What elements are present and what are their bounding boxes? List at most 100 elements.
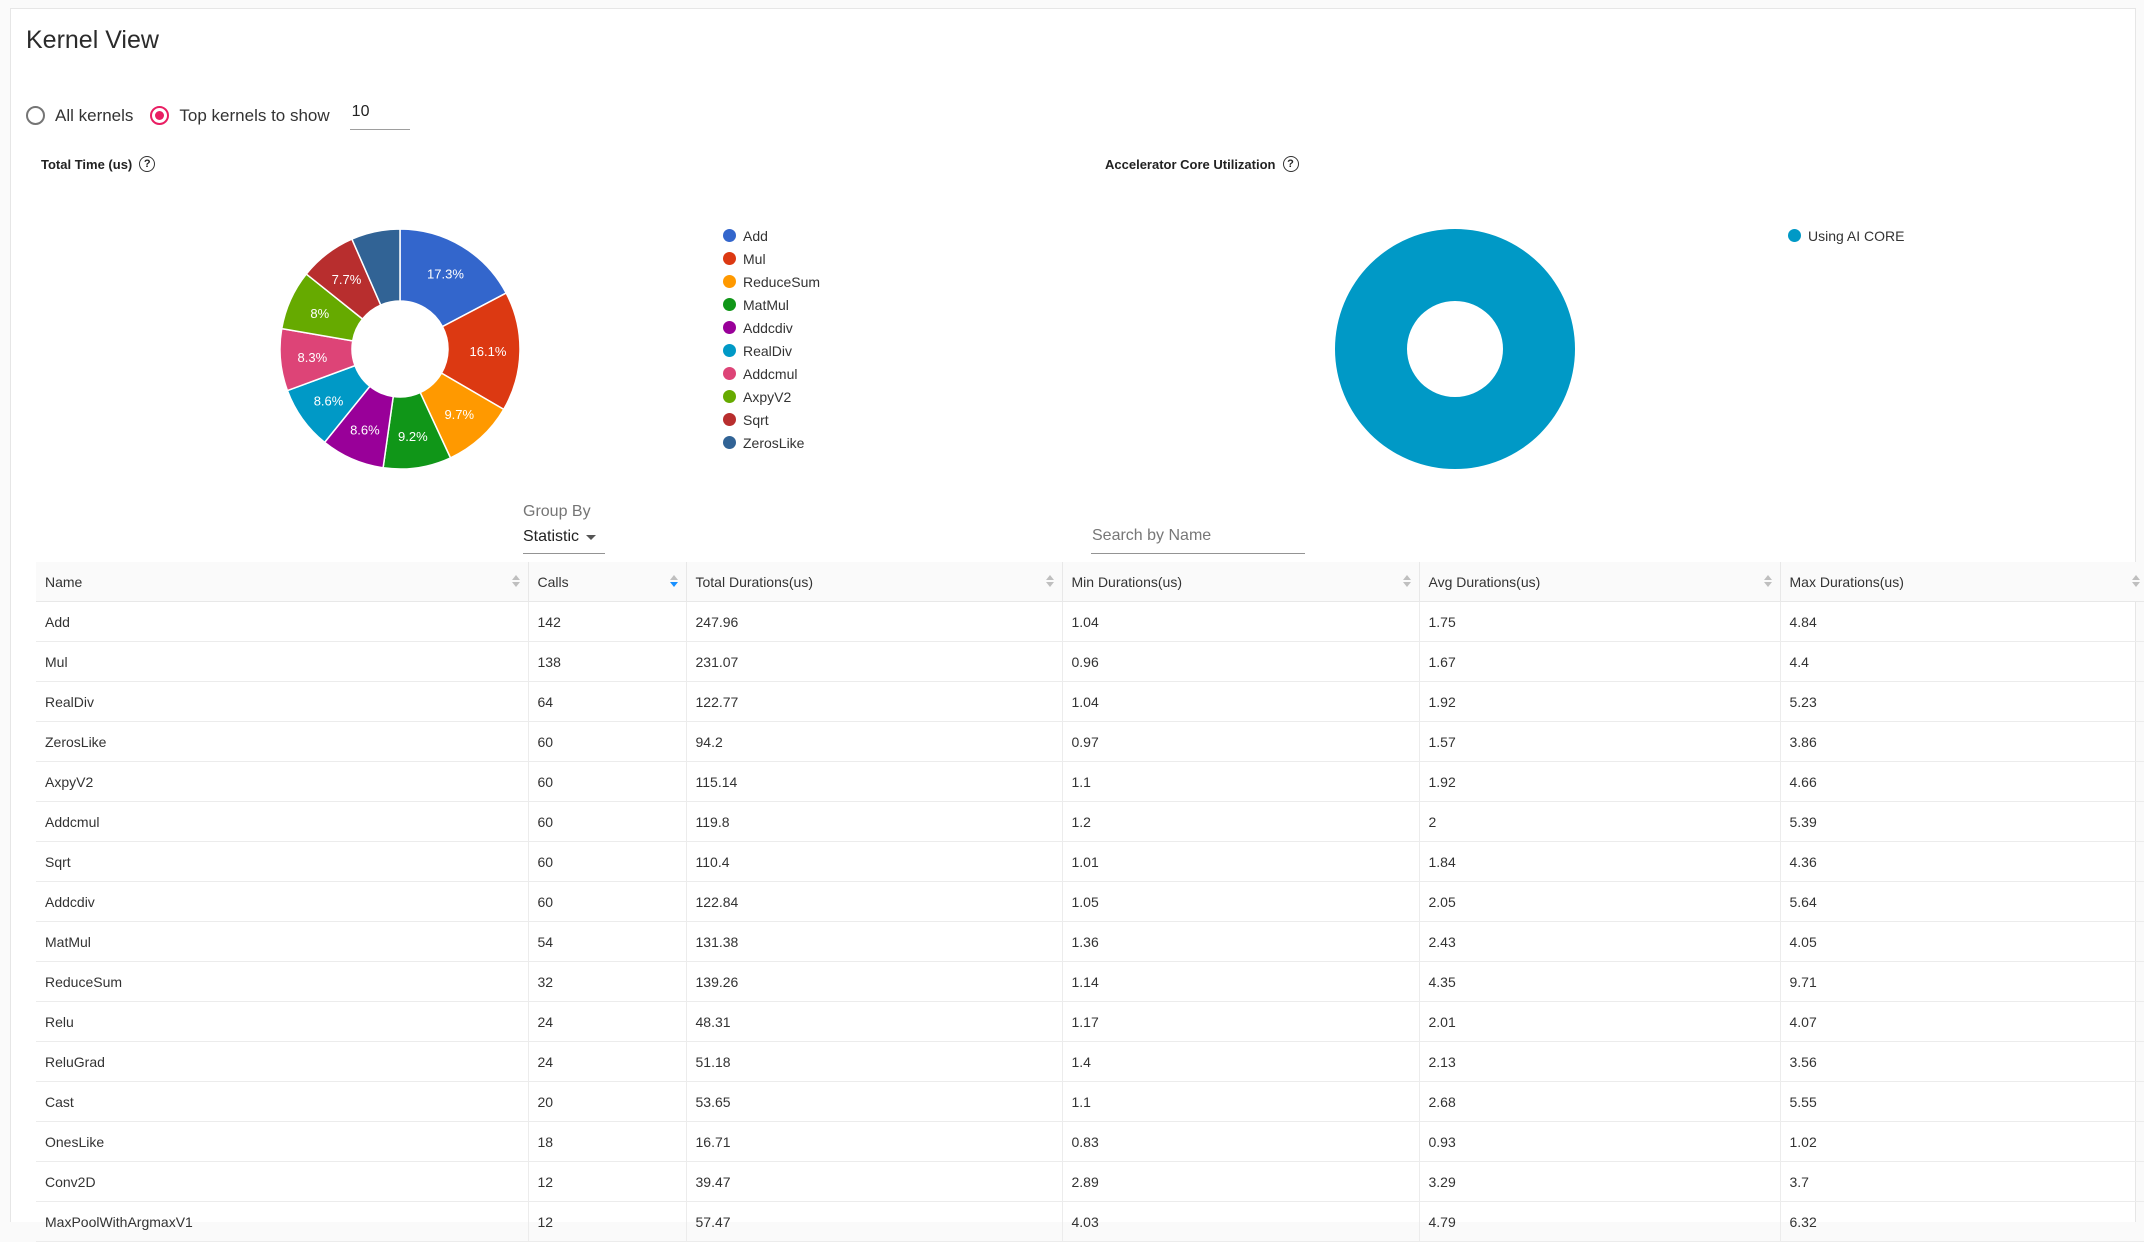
caret-down-icon (586, 534, 597, 540)
table-row[interactable]: AxpyV2 60 115.14 1.1 1.92 4.66 (36, 761, 2144, 802)
pie-slice-label: 9.7% (444, 407, 474, 422)
group-by-control: Group By Statistic (523, 503, 605, 554)
pie-slice-zeroslike[interactable] (350, 228, 401, 307)
sort-icon[interactable] (669, 575, 678, 587)
legend-item[interactable]: ReduceSum (723, 270, 820, 293)
table-row[interactable]: Sqrt 60 110.4 1.01 1.84 4.36 (36, 841, 2144, 882)
pie-slice-label: 8.6% (350, 423, 380, 438)
cell-avg-durations: 1.75 (1419, 601, 1781, 642)
cell-calls: 60 (528, 801, 687, 842)
table-row[interactable]: Conv2D 12 39.47 2.89 3.29 3.7 (36, 1161, 2144, 1202)
cell-calls: 142 (528, 601, 687, 642)
cell-total-durations: 119.8 (686, 801, 1063, 842)
cell-max-durations: 5.23 (1780, 681, 2144, 722)
legend-label: MatMul (743, 296, 789, 313)
cell-avg-durations: 1.92 (1419, 681, 1781, 722)
core-utilization-pie-chart (1335, 229, 1575, 469)
cell-min-durations: 4.03 (1062, 1201, 1420, 1242)
cell-name: OnesLike (36, 1121, 529, 1162)
cell-calls: 18 (528, 1121, 687, 1162)
table-row[interactable]: Addcmul 60 119.8 1.2 2 5.39 (36, 801, 2144, 842)
legend-swatch (723, 436, 736, 449)
cell-max-durations: 5.55 (1780, 1081, 2144, 1122)
column-header-calls[interactable]: Calls (528, 562, 687, 602)
table-row[interactable]: Cast 20 53.65 1.1 2.68 5.55 (36, 1081, 2144, 1122)
cell-calls: 20 (528, 1081, 687, 1122)
cell-min-durations: 1.2 (1062, 801, 1420, 842)
table-row[interactable]: Mul 138 231.07 0.96 1.67 4.4 (36, 641, 2144, 682)
table-row[interactable]: Relu 24 48.31 1.17 2.01 4.07 (36, 1001, 2144, 1042)
all-kernels-radio[interactable] (26, 106, 45, 125)
sort-icon[interactable] (511, 575, 520, 587)
legend-item[interactable]: AxpyV2 (723, 385, 820, 408)
cell-avg-durations: 1.84 (1419, 841, 1781, 882)
cell-max-durations: 4.36 (1780, 841, 2144, 882)
column-header-label: Avg Durations(us) (1428, 573, 1541, 590)
pie-slice-label: 9.2% (398, 429, 428, 444)
column-header-total-durations[interactable]: Total Durations(us) (686, 562, 1063, 602)
column-header-label: Name (45, 573, 83, 590)
cell-calls: 138 (528, 641, 687, 682)
cell-total-durations: 122.77 (686, 681, 1063, 722)
table-row[interactable]: MaxPoolWithArgmaxV1 12 57.47 4.03 4.79 6.32 (36, 1201, 2144, 1242)
pie-slice-add[interactable] (399, 228, 508, 328)
legend-item[interactable]: Addcmul (723, 362, 820, 385)
sort-icon[interactable] (1045, 575, 1054, 587)
column-header-label: Calls (537, 573, 569, 590)
search-input[interactable] (1091, 524, 1305, 554)
legend-item[interactable]: RealDiv (723, 339, 820, 362)
table-row[interactable]: ZerosLike 60 94.2 0.97 1.57 3.86 (36, 721, 2144, 762)
legend-item[interactable]: Using AI CORE (1788, 224, 1904, 247)
help-icon[interactable]: ? (139, 156, 156, 172)
pie-slice-mul[interactable] (440, 292, 521, 411)
column-header-min-durations[interactable]: Min Durations(us) (1062, 562, 1420, 602)
cell-min-durations: 1.36 (1062, 921, 1420, 962)
sort-icon[interactable] (1763, 575, 1772, 587)
table-row[interactable]: ReluGrad 24 51.18 1.4 2.13 3.56 (36, 1041, 2144, 1082)
legend-item[interactable]: Add (723, 224, 820, 247)
table-row[interactable]: MatMul 54 131.38 1.36 2.43 4.05 (36, 921, 2144, 962)
pie-slice-label: 8% (310, 306, 329, 321)
sort-icon[interactable] (1402, 575, 1411, 587)
table-row[interactable]: OnesLike 18 16.71 0.83 0.93 1.02 (36, 1121, 2144, 1162)
legend-item[interactable]: ZerosLike (723, 431, 820, 454)
cell-total-durations: 53.65 (686, 1081, 1063, 1122)
sort-icon[interactable] (2132, 575, 2140, 587)
legend-item[interactable]: Addcdiv (723, 316, 820, 339)
table-header-row: Name Calls Total Durations(us) Min Duration… (36, 562, 2144, 602)
cell-name: Cast (36, 1081, 529, 1122)
group-by-value: Statistic (523, 528, 580, 545)
table-row[interactable]: Add 142 247.96 1.04 1.75 4.84 (36, 601, 2144, 642)
column-header-name[interactable]: Name (36, 562, 529, 602)
legend-label: ReduceSum (743, 273, 821, 290)
cell-total-durations: 57.47 (686, 1201, 1063, 1242)
top-kernels-label[interactable]: Top kernels to show (179, 105, 330, 125)
legend-label: RealDiv (743, 342, 793, 359)
legend-item[interactable]: Sqrt (723, 408, 820, 431)
cell-max-durations: 5.64 (1780, 881, 2144, 922)
legend-item[interactable]: MatMul (723, 293, 820, 316)
column-header-max-durations[interactable]: Max Durations(us) (1780, 562, 2144, 602)
table-row[interactable]: RealDiv 64 122.77 1.04 1.92 5.23 (36, 681, 2144, 722)
all-kernels-label[interactable]: All kernels (55, 105, 134, 125)
cell-min-durations: 1.1 (1062, 1081, 1420, 1122)
cell-name: ZerosLike (36, 721, 529, 762)
group-by-select[interactable]: Statistic (523, 528, 605, 554)
column-header-avg-durations[interactable]: Avg Durations(us) (1419, 562, 1781, 602)
table-row[interactable]: Addcdiv 60 122.84 1.05 2.05 5.64 (36, 881, 2144, 922)
column-header-label: Min Durations(us) (1071, 573, 1182, 590)
top-kernels-input[interactable] (349, 101, 410, 130)
cell-min-durations: 2.89 (1062, 1161, 1420, 1202)
legend-label: Mul (743, 250, 766, 267)
help-icon[interactable]: ? (1282, 156, 1299, 172)
cell-max-durations: 4.84 (1780, 601, 2144, 642)
cell-calls: 24 (528, 1001, 687, 1042)
top-kernels-radio[interactable] (150, 106, 170, 125)
cell-calls: 60 (528, 721, 687, 762)
table-row[interactable]: ReduceSum 32 139.26 1.14 4.35 9.71 (36, 961, 2144, 1002)
legend-swatch (723, 413, 736, 426)
total-time-title-text: Total Time (us) (41, 156, 133, 172)
cell-total-durations: 94.2 (686, 721, 1063, 762)
legend-item[interactable]: Mul (723, 247, 820, 270)
pie-slice[interactable] (1335, 229, 1575, 469)
